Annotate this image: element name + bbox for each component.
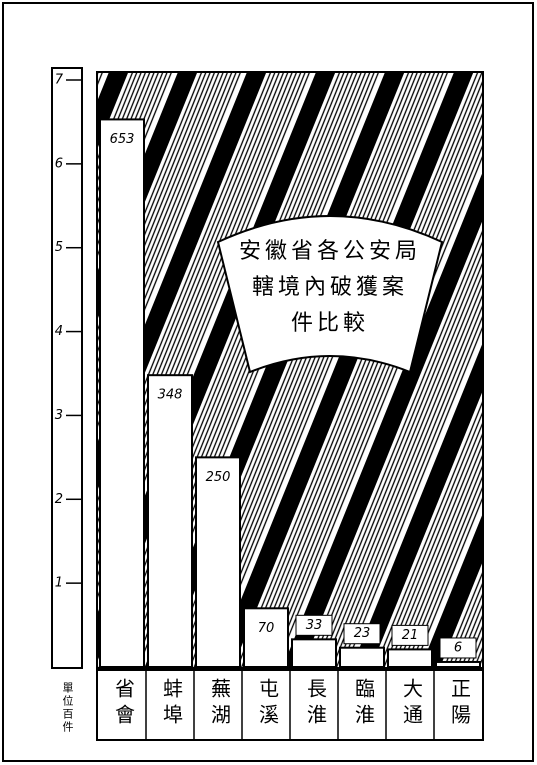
- bar: [339, 646, 385, 668]
- y-tick-label: 2: [55, 492, 63, 507]
- y-tick-label: 6: [55, 156, 63, 171]
- value-label: 250: [206, 470, 231, 485]
- bar: [435, 660, 481, 668]
- y-axis-bar: [51, 67, 83, 669]
- y-tick-label: 7: [55, 73, 64, 88]
- x-tick-label: 蚌埠: [160, 678, 184, 730]
- value-label: 33: [306, 618, 323, 633]
- value-label-box: [295, 614, 333, 636]
- y-tick-label: 3: [55, 408, 63, 423]
- x-tick-label: 長淮: [304, 678, 328, 730]
- x-tick-label: 大通: [400, 678, 424, 730]
- value-label: 70: [258, 621, 275, 636]
- y-tick-label: 1: [55, 576, 63, 591]
- x-tick-label: 臨淮: [352, 678, 376, 730]
- chart-title: 安徽省各公安局: [239, 239, 421, 264]
- bar: [99, 118, 145, 669]
- value-label: 23: [354, 626, 371, 641]
- chart-title: 轄境內破獲案: [252, 275, 408, 300]
- y-tick-label: 4: [55, 324, 63, 339]
- x-tick-label: 蕪湖: [208, 678, 232, 730]
- value-label: 653: [110, 132, 135, 147]
- value-label-box: [391, 624, 429, 646]
- title-panel: [216, 215, 444, 374]
- x-tick-label: 省會: [112, 678, 136, 730]
- y-tick-label: 5: [55, 240, 63, 255]
- x-tick-label: 正陽: [448, 678, 472, 730]
- value-label: 21: [402, 628, 419, 643]
- x-tick-label: 屯溪: [256, 678, 280, 730]
- value-label: 348: [158, 388, 183, 403]
- bar: [291, 638, 337, 669]
- bar: [195, 456, 241, 668]
- value-label-box: [439, 637, 477, 659]
- chart-title: 件比較: [291, 311, 369, 336]
- value-label-box: [343, 623, 381, 645]
- value-label: 6: [454, 640, 462, 655]
- bar: [147, 374, 193, 668]
- bar: [243, 607, 289, 668]
- unit-label: 單位百件: [61, 682, 74, 734]
- bar: [387, 648, 433, 669]
